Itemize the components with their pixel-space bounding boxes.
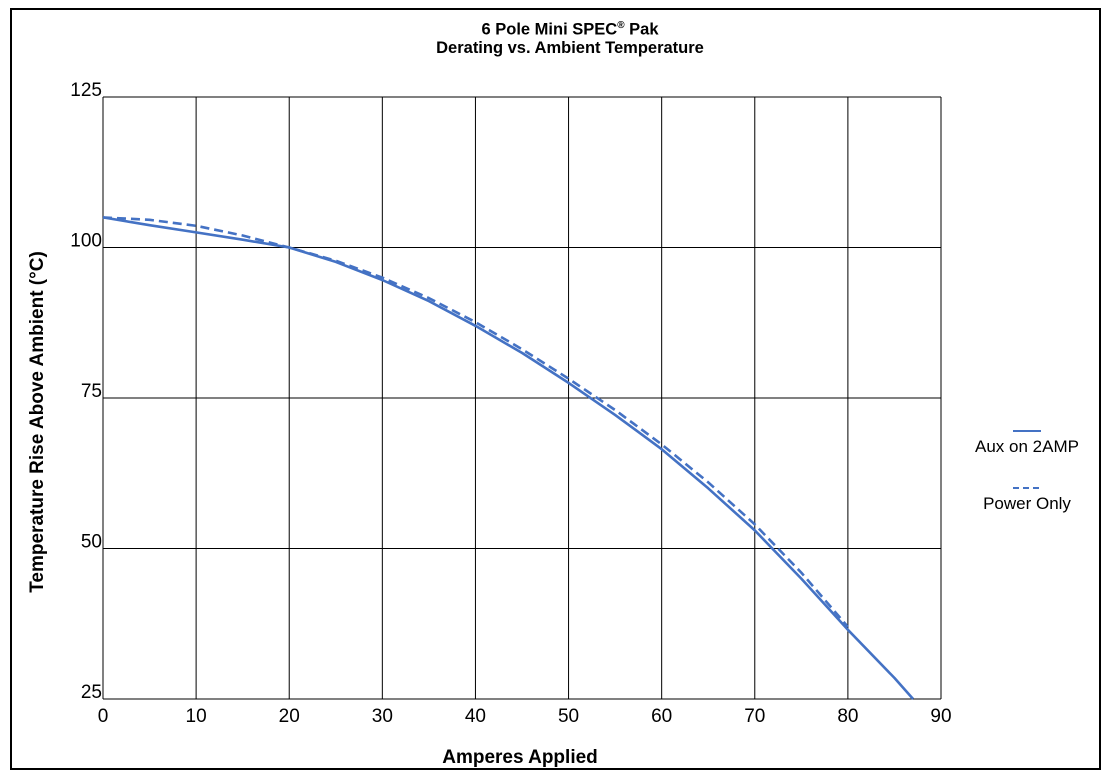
y-tick-label: 125 [70,80,102,101]
x-tick-labels: 0 10 20 30 40 50 60 70 80 90 [98,706,952,727]
y-tick-labels: 25 50 75 100 125 [70,80,102,703]
x-tick-label: 70 [744,706,765,727]
x-tick-label: 20 [279,706,300,727]
gridlines [102,96,942,700]
y-tick-label: 100 [70,231,102,252]
series-line-power-only [102,216,849,628]
y-axis-title: Temperature Rise Above Ambient (°C) [27,251,48,593]
y-tick-label: 75 [81,381,102,402]
legend-label: Power Only [983,494,1071,513]
x-tick-label: 0 [98,706,109,727]
x-tick-label: 40 [465,706,486,727]
x-tick-label: 10 [186,706,207,727]
x-tick-label: 30 [372,706,393,727]
chart-subtitle: Derating vs. Ambient Temperature [436,39,704,57]
chart-title-suffix: Pak [624,20,659,39]
series-line-aux-on-2amp [102,216,915,700]
x-tick-label: 90 [930,706,951,727]
legend-label: Aux on 2AMP [975,437,1079,456]
chart-title-main: 6 Pole Mini SPEC [481,20,618,39]
x-axis-title: Amperes Applied [442,747,598,768]
chart-frame [10,8,1101,770]
chart-title-registered-mark: ® [617,20,625,31]
series-layer [102,216,915,700]
y-tick-label: 50 [81,532,102,553]
x-tick-label: 60 [651,706,672,727]
y-tick-label: 25 [81,682,102,703]
x-tick-label: 80 [837,706,858,727]
x-tick-label: 50 [558,706,579,727]
chart-title-line1: 6 Pole Mini SPEC® Pak [270,20,870,40]
legend: Aux on 2AMP Power Only [975,430,1079,513]
